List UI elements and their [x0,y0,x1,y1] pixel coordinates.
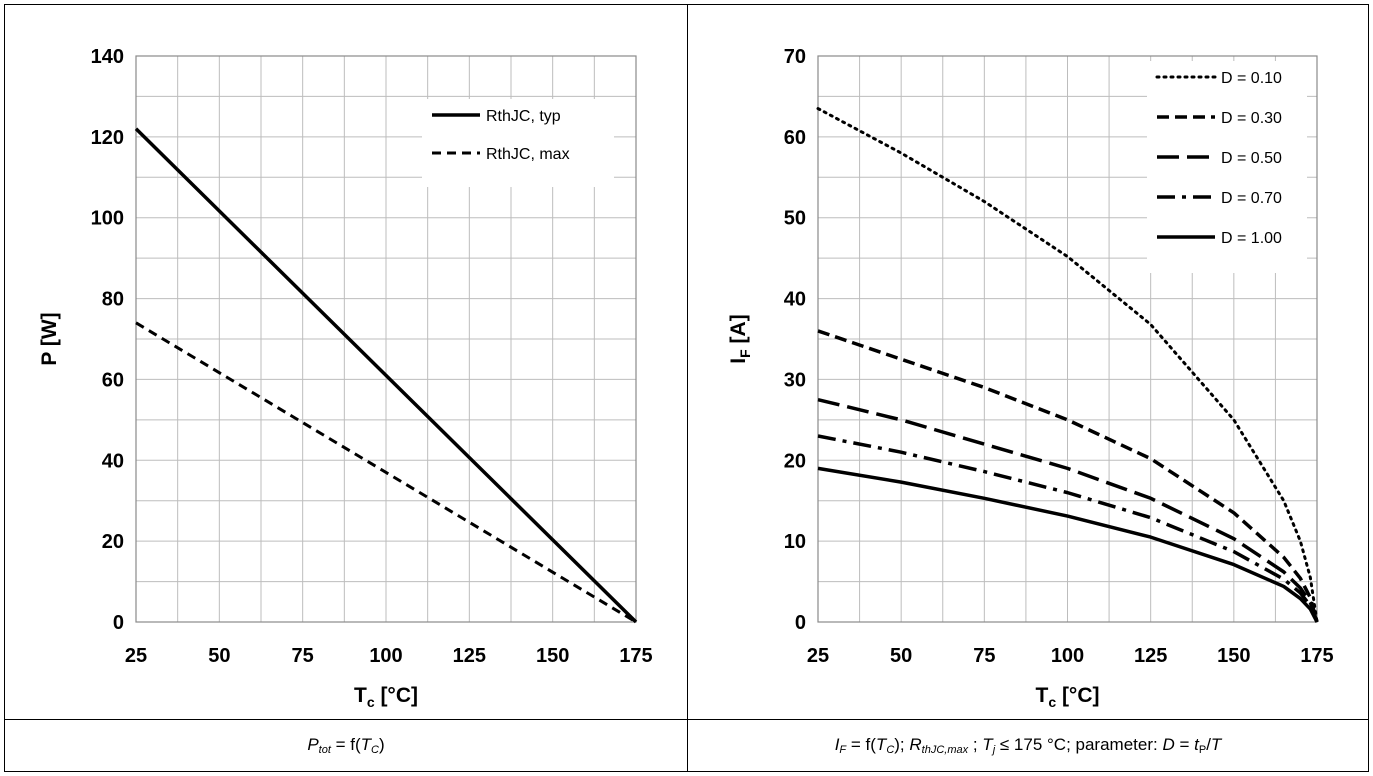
legend: D = 0.10 D = 0.30 D = 0.50 D = 0.70 D = 1.00 [1147,61,1307,273]
y-axis-title-main: I [727,358,750,364]
legend-label: D = 1.00 [1221,230,1282,247]
caption-j: j [992,744,996,756]
x-axis-title-unit: [°C] [1056,684,1099,707]
x-axis-title: Tc [°C] [1035,684,1099,710]
figure-table: 25 50 75 100 125 150 175 0 20 40 60 80 100 120 140 Tc [… [4,4,1369,772]
y-tick-label: 100 [91,208,124,230]
y-axis-title: P [W] [38,312,61,365]
caption-p: P [307,735,319,754]
caption-c: C [371,744,379,756]
y-tick-label: 60 [102,369,124,391]
caption-tp: t [1194,735,1199,754]
x-tick-label: 75 [292,645,314,667]
x-tick-label: 125 [453,645,486,667]
left-caption: Ptot = f(TC) [4,735,688,760]
y-axis-title-unit: [A] [727,314,750,349]
caption-rthjc: thJC,max [921,744,969,756]
y-tick-label: 20 [102,531,124,553]
caption-p-sub: P [1198,744,1207,756]
caption-eq2: = [1174,735,1195,754]
plot-area [817,55,1318,623]
y-tick-label: 30 [784,369,806,391]
caption-condition: ≤ 175 °C; parameter: [995,735,1163,754]
y-tick-label: 20 [784,450,806,472]
plot-area [135,55,637,623]
x-tick-label: 175 [619,645,652,667]
x-tick-label: 100 [369,645,402,667]
y-tick-label: 70 [784,46,806,68]
x-axis-title-main: T [354,684,367,707]
series-line [135,321,637,624]
right-caption-cell [687,719,1369,772]
y-tick-label: 60 [784,127,806,149]
caption-slash: / [1206,735,1211,754]
caption-c: C [886,744,895,756]
y-tick-label: 10 [784,531,806,553]
y-axis-title-sub: F [737,349,753,358]
x-tick-label: 150 [536,645,569,667]
y-tick-label: 40 [102,450,124,472]
x-tick-label: 150 [1217,645,1250,667]
legend-label: D = 0.30 [1221,110,1282,127]
legend: RthJC, typ RthJC, max [422,99,614,187]
legend-label: D = 0.10 [1221,70,1282,87]
x-tick-label: 125 [1134,645,1167,667]
power-derating-chart: 25 50 75 100 125 150 175 0 20 40 60 80 100 120 140 Tc [… [38,46,653,710]
series-line [817,466,1319,623]
y-tick-label: 120 [91,127,124,149]
caption-eq: = f( [330,735,361,754]
caption-d: D [1162,735,1175,754]
x-tick-label: 175 [1300,645,1333,667]
right-caption: IF = f(TC); RthJC,max ; Tj ≤ 175 °C; par… [687,735,1369,760]
caption-tj: T [982,735,993,754]
y-axis-title-main: P [W] [38,312,61,365]
series-line [817,329,1319,623]
y-tick-label: 0 [113,612,124,634]
series-line [817,397,1319,623]
caption-t: T [360,735,372,754]
y-tick-label: 50 [784,208,806,230]
legend-label: D = 0.70 [1221,190,1282,207]
current-derating-chart: 25 50 75 100 125 150 175 0 10 20 30 40 50 60 70 Tc [°C]… [727,46,1334,710]
y-tick-label: 140 [91,46,124,68]
x-tick-label: 75 [973,645,995,667]
caption-i: I [834,735,840,754]
y-tick-label: 0 [795,612,806,634]
caption-close: ); [894,735,910,754]
x-axis-title-main: T [1035,684,1048,707]
x-tick-label: 50 [208,645,230,667]
x-axis-title: Tc [°C] [354,684,418,710]
caption-sep: ; [968,735,983,754]
series-line [817,434,1319,623]
caption-close: ) [379,735,385,754]
caption-t: T [875,735,887,754]
legend-label: RthJC, max [486,146,570,163]
x-tick-label: 25 [125,645,147,667]
legend-label: D = 0.50 [1221,150,1282,167]
y-tick-label: 80 [102,289,124,311]
x-tick-label: 25 [807,645,829,667]
x-axis-title-unit: [°C] [375,684,418,707]
legend-label: RthJC, typ [486,108,561,125]
x-tick-label: 50 [890,645,912,667]
x-axis-title-sub: c [1048,694,1056,710]
caption-r: R [909,735,922,754]
y-tick-label: 40 [784,289,806,311]
caption-tot: tot [318,744,331,756]
series-line [816,107,1319,624]
x-tick-label: 100 [1051,645,1084,667]
series-line [134,127,638,624]
caption-t2: T [1210,735,1222,754]
x-axis-title-sub: c [367,694,375,710]
caption-f: F [839,744,847,756]
caption-eq: = f( [846,735,876,754]
y-axis-title: IF [A] [727,314,753,363]
